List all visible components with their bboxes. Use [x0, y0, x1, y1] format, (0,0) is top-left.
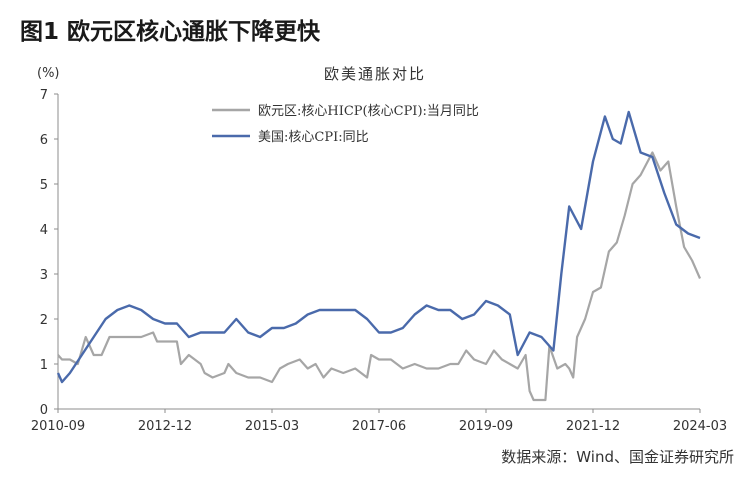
y-tick-label: 5	[40, 178, 48, 193]
axes: 0 1 2 3 4 5 6 7 2010-09 2012-12 2015-03 2017-06 2019…	[31, 88, 727, 434]
x-tick-label: 2024-03	[673, 419, 727, 434]
y-tick-label: 0	[40, 403, 48, 418]
legend-label: 欧元区:核心HICP(核心CPI):当月同比	[258, 104, 479, 119]
x-tick-label: 2019-09	[459, 419, 513, 434]
source-note: 数据来源：Wind、国金证券研究所	[501, 448, 734, 466]
x-tick-label: 2017-06	[352, 419, 406, 434]
figure-title: 图1 欧元区核心通胀下降更快	[20, 19, 321, 45]
y-tick-label: 1	[40, 358, 48, 373]
y-tick-label: 7	[40, 88, 48, 103]
legend-label: 美国:核心CPI:同比	[258, 130, 369, 145]
x-tick-label: 2015-03	[245, 419, 299, 434]
y-tick-label: 2	[40, 313, 48, 328]
series-line-us-core-cpi	[56, 110, 701, 384]
line-chart: 欧美通胀对比 (%) 0 1 2 3 4 5 6 7 2010-09 2012-12 2015-03…	[31, 65, 727, 434]
x-tick-label: 2012-12	[138, 419, 192, 434]
series-line-eurozone-core-hicp	[57, 151, 702, 402]
x-tick-label: 2021-12	[566, 419, 620, 434]
series-layer	[56, 110, 702, 402]
chart-title: 欧美通胀对比	[324, 65, 426, 83]
y-tick-label: 4	[40, 223, 48, 238]
y-axis-unit: (%)	[37, 66, 60, 81]
x-tick-label: 2010-09	[31, 419, 85, 434]
y-tick-label: 6	[40, 133, 48, 148]
y-tick-label: 3	[40, 268, 48, 283]
